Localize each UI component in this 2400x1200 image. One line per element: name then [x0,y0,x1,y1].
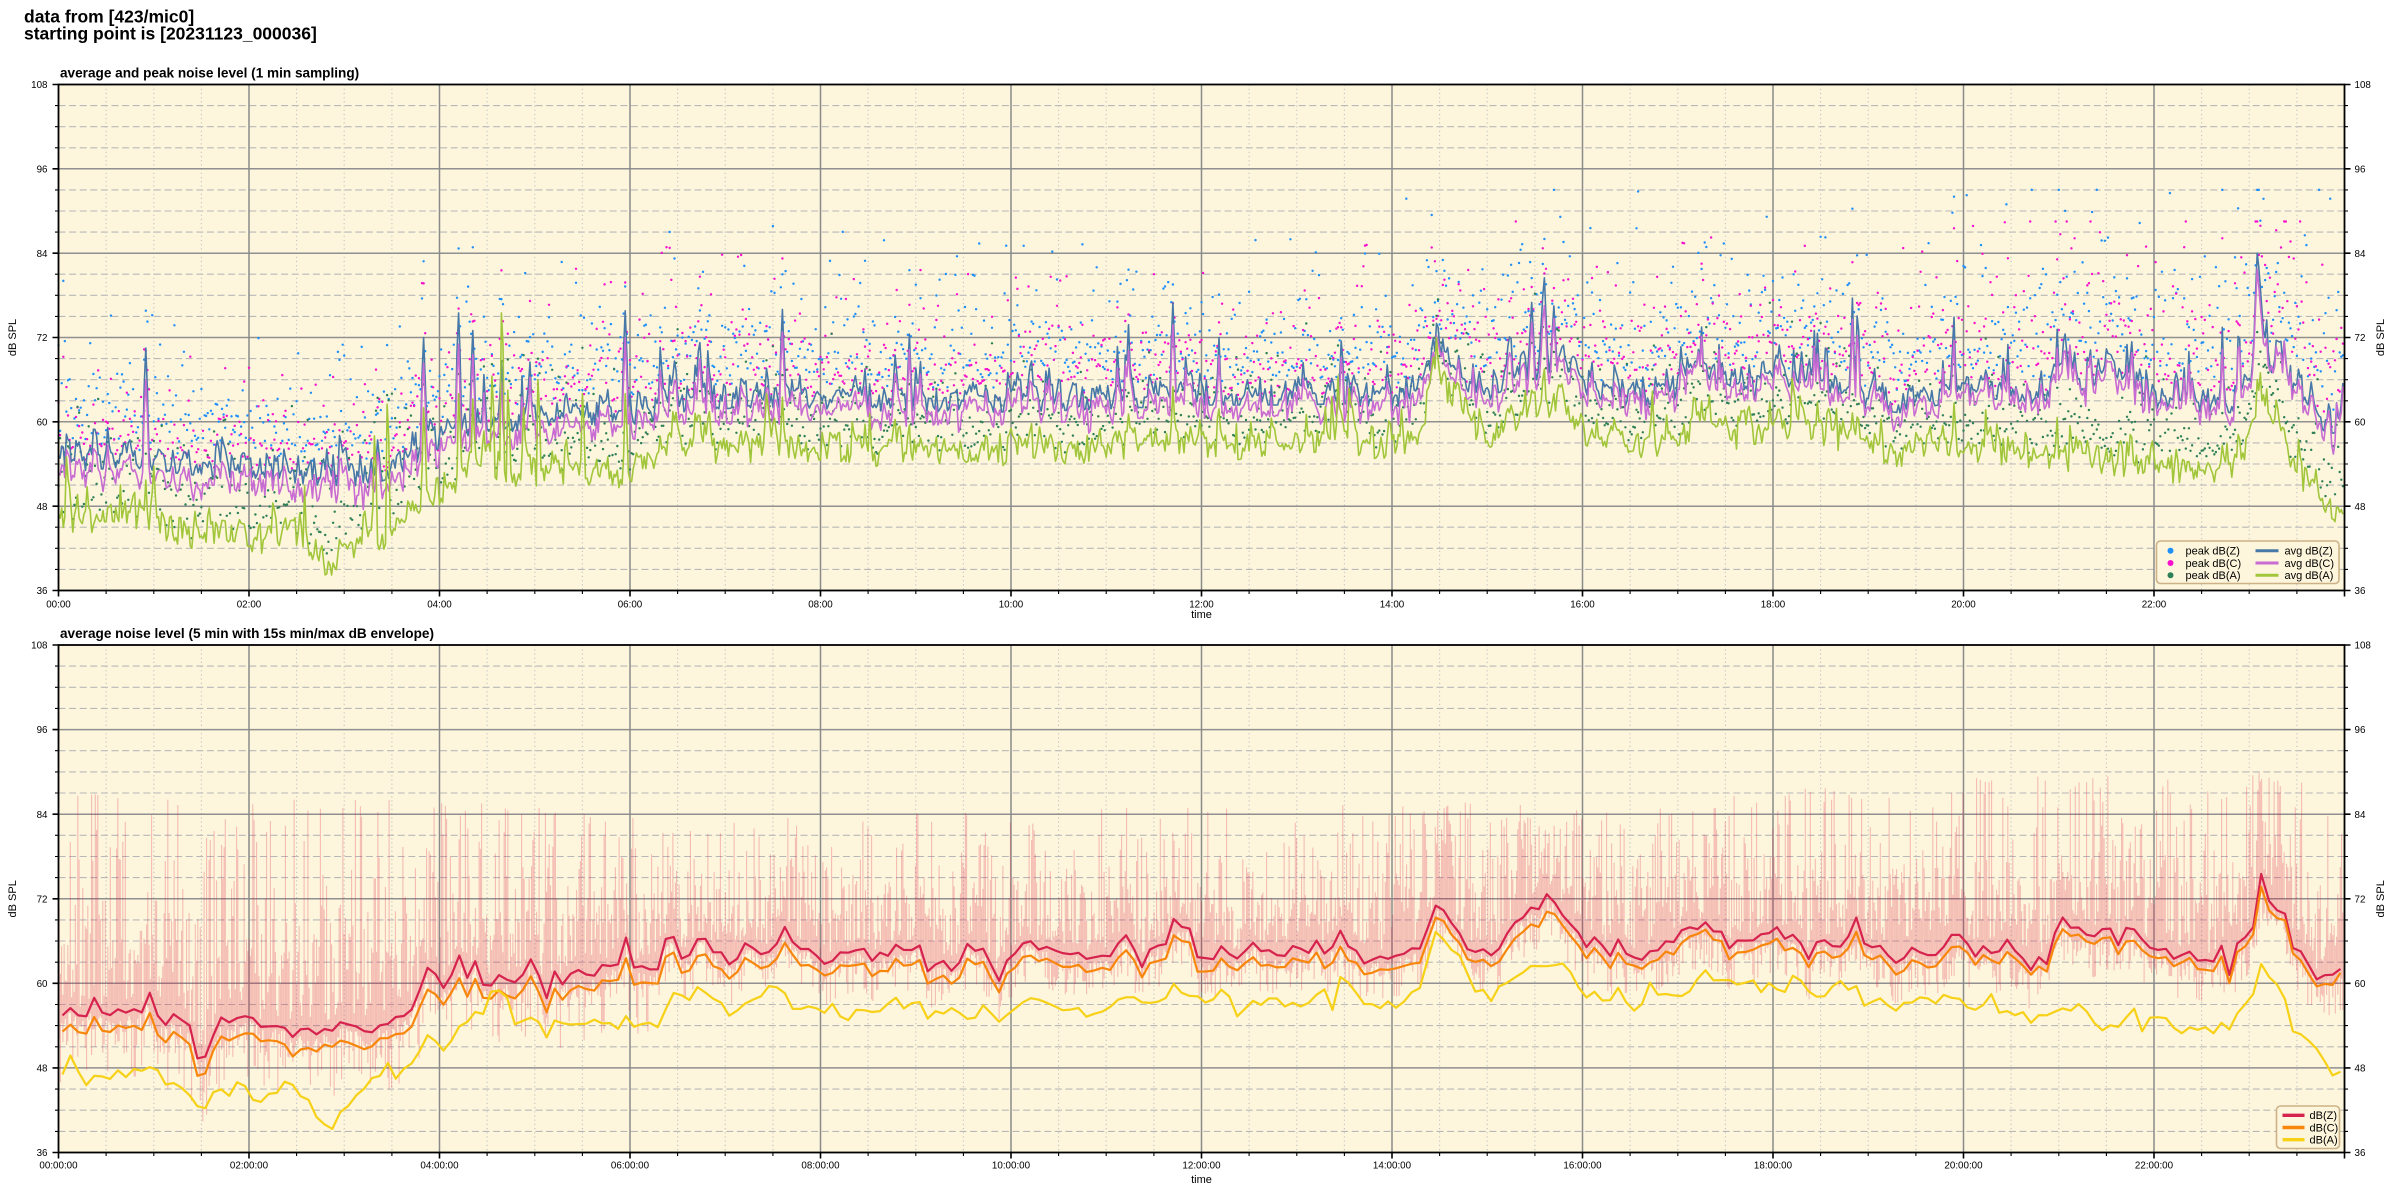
svg-text:04:00: 04:00 [427,600,452,611]
svg-text:48: 48 [2355,502,2366,513]
svg-text:72: 72 [37,333,48,344]
svg-text:108: 108 [2355,641,2372,652]
svg-text:84: 84 [37,810,48,821]
svg-text:36: 36 [2355,1148,2366,1159]
svg-text:02:00:00: 02:00:00 [230,1161,269,1172]
svg-text:10:00: 10:00 [999,600,1024,611]
svg-text:08:00:00: 08:00:00 [801,1161,840,1172]
svg-text:peak dB(Z): peak dB(Z) [2186,546,2240,558]
svg-text:48: 48 [2355,1064,2366,1075]
svg-text:96: 96 [2355,725,2366,736]
svg-text:time: time [1191,609,1212,621]
svg-text:108: 108 [31,641,48,652]
svg-text:08:00: 08:00 [808,600,833,611]
svg-text:60: 60 [2355,417,2366,428]
svg-text:20:00: 20:00 [1951,600,1976,611]
svg-text:avg dB(C): avg dB(C) [2285,558,2335,570]
svg-text:36: 36 [2355,586,2366,597]
svg-text:108: 108 [2355,80,2372,91]
svg-text:average noise level (5 min wit: average noise level (5 min with 15s min/… [60,626,434,641]
svg-text:12:00:00: 12:00:00 [1182,1161,1221,1172]
svg-text:22:00: 22:00 [2142,600,2167,611]
svg-text:dB SPL: dB SPL [2375,319,2387,356]
svg-text:dB SPL: dB SPL [7,319,19,356]
svg-text:72: 72 [2355,333,2366,344]
svg-text:84: 84 [2355,810,2366,821]
svg-text:dB(C): dB(C) [2310,1122,2339,1134]
svg-text:36: 36 [37,586,48,597]
svg-text:60: 60 [37,979,48,990]
svg-text:dB(A): dB(A) [2310,1135,2338,1147]
svg-text:96: 96 [37,725,48,736]
svg-text:20:00:00: 20:00:00 [1944,1161,1983,1172]
svg-text:dB SPL: dB SPL [2375,880,2387,917]
svg-text:48: 48 [37,502,48,513]
svg-text:96: 96 [37,164,48,175]
svg-text:00:00: 00:00 [46,600,71,611]
svg-text:96: 96 [2355,164,2366,175]
svg-text:72: 72 [2355,894,2366,905]
svg-text:10:00:00: 10:00:00 [992,1161,1031,1172]
svg-text:108: 108 [31,80,48,91]
svg-text:22:00:00: 22:00:00 [2135,1161,2174,1172]
svg-text:60: 60 [2355,979,2366,990]
svg-text:avg dB(Z): avg dB(Z) [2285,546,2333,558]
svg-text:peak dB(A): peak dB(A) [2186,570,2241,582]
svg-text:14:00: 14:00 [1380,600,1405,611]
svg-text:00:00:00: 00:00:00 [39,1161,78,1172]
svg-text:84: 84 [37,249,48,260]
svg-text:04:00:00: 04:00:00 [420,1161,459,1172]
svg-text:dB SPL: dB SPL [7,880,19,917]
svg-text:48: 48 [37,1064,48,1075]
svg-text:data from [423/mic0]: data from [423/mic0] [24,7,194,27]
svg-text:72: 72 [37,894,48,905]
svg-text:14:00:00: 14:00:00 [1373,1161,1412,1172]
svg-text:average and peak noise level (: average and peak noise level (1 min samp… [60,66,359,81]
svg-text:16:00: 16:00 [1570,600,1595,611]
svg-text:06:00: 06:00 [618,600,643,611]
svg-text:18:00:00: 18:00:00 [1754,1161,1793,1172]
svg-text:60: 60 [37,417,48,428]
svg-text:time: time [1191,1174,1212,1186]
svg-text:06:00:00: 06:00:00 [611,1161,650,1172]
svg-text:02:00: 02:00 [237,600,262,611]
svg-text:starting point is [20231123_00: starting point is [20231123_000036] [24,24,317,44]
svg-text:36: 36 [37,1148,48,1159]
svg-text:peak dB(C): peak dB(C) [2186,558,2242,570]
svg-text:18:00: 18:00 [1761,600,1786,611]
svg-text:dB(Z): dB(Z) [2310,1110,2338,1122]
svg-text:12:00: 12:00 [1189,600,1214,611]
svg-text:avg dB(A): avg dB(A) [2285,570,2334,582]
svg-text:84: 84 [2355,249,2366,260]
svg-text:16:00:00: 16:00:00 [1563,1161,1602,1172]
